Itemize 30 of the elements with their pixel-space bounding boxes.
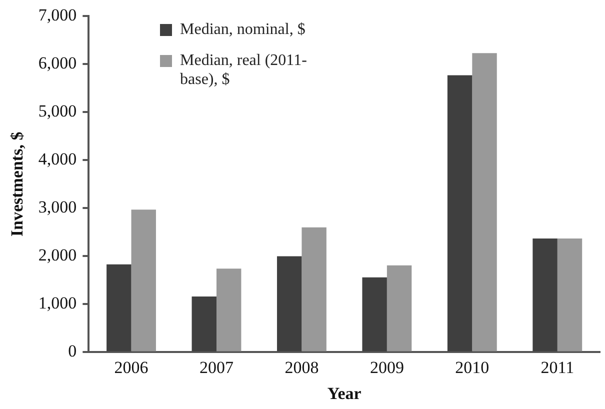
y-tick-label: 5,000 — [38, 102, 77, 121]
y-tick-label: 4,000 — [38, 150, 77, 169]
x-tick-label: 2011 — [540, 358, 574, 377]
bar — [106, 264, 132, 352]
x-tick-label: 2006 — [114, 358, 148, 377]
y-tick-label: 6,000 — [38, 54, 77, 73]
y-tick-label: 0 — [68, 342, 77, 361]
y-tick-label: 3,000 — [38, 198, 77, 217]
x-tick-label: 2010 — [455, 358, 490, 377]
y-tick-label: 2,000 — [38, 246, 77, 265]
bar — [386, 265, 412, 352]
bar — [302, 227, 326, 352]
bar — [557, 238, 582, 352]
bar — [277, 256, 302, 352]
bar — [532, 238, 558, 352]
x-axis-title: Year — [327, 384, 362, 404]
x-tick-label: 2008 — [284, 358, 319, 377]
bar — [192, 296, 216, 352]
y-tick-label: 7,000 — [38, 6, 77, 25]
bar — [447, 75, 472, 352]
bar — [472, 53, 497, 352]
y-tick-label: 1,000 — [38, 294, 77, 313]
bar — [216, 268, 242, 352]
bar — [362, 277, 387, 352]
legend-label: Median, real (2011-base), $ — [180, 51, 308, 89]
legend-label: Median, nominal, $ — [180, 20, 306, 39]
y-axis-title: Investments, $ — [8, 131, 27, 237]
bar — [131, 210, 156, 352]
x-tick-label: 2009 — [370, 358, 404, 377]
x-tick-label: 2007 — [199, 358, 234, 377]
